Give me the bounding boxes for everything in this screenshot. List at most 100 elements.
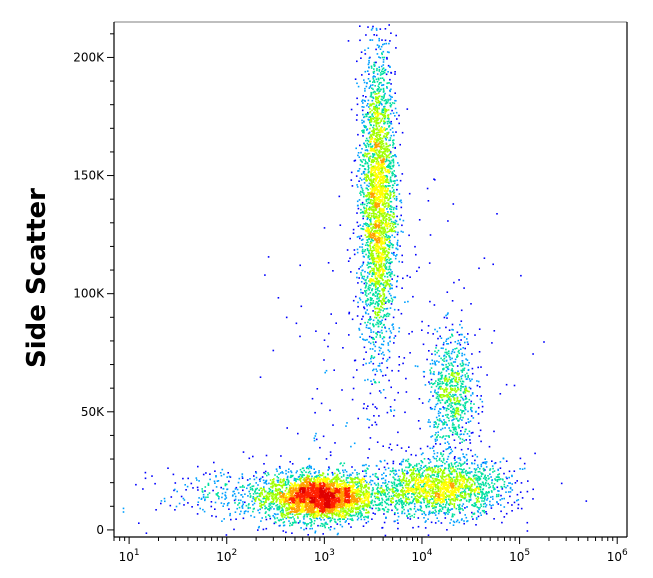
event-point [261,489,263,492]
event-point [379,142,382,145]
event-point [468,476,470,478]
event-point [347,514,350,517]
event-point [381,326,383,329]
event-point [428,381,430,383]
event-point [385,214,387,216]
event-point [351,318,354,321]
event-point [390,501,393,504]
event-point [409,518,412,520]
event-point [461,360,464,362]
event-point [384,302,387,304]
event-point [415,510,417,513]
event-point [376,333,378,336]
event-point [433,457,436,460]
event-point [520,274,522,277]
event-point [458,462,461,464]
event-point [437,337,439,340]
event-point [368,167,370,169]
event-point [498,478,500,481]
event-point [469,472,471,475]
event-point [461,411,463,414]
event-point [383,459,386,462]
event-point [459,503,461,506]
event-point [464,390,467,392]
event-point [336,468,338,471]
event-point [442,470,444,473]
event-point [363,358,365,360]
event-point [386,166,388,168]
event-point [478,483,480,485]
event-point [403,476,405,479]
event-point [426,499,429,501]
event-point [406,501,409,504]
event-point [461,495,464,497]
event-point [471,393,474,395]
event-point [431,505,434,507]
event-point [180,495,183,498]
event-point [399,218,401,221]
event-point [352,387,355,390]
event-point [516,499,518,502]
event-point [308,475,311,477]
event-point [366,249,369,252]
event-point [314,530,317,533]
event-point [402,458,405,461]
event-point [383,122,385,125]
event-point [285,472,287,475]
event-point [396,444,399,446]
event-point [388,245,390,247]
event-point [245,510,247,512]
event-point [394,478,396,481]
event-point [366,304,368,307]
event-point [392,498,394,500]
event-point [383,232,386,234]
event-point [461,354,463,357]
event-point [369,136,371,138]
event-point [218,496,220,498]
event-point [394,296,397,299]
event-point [448,355,451,358]
event-point [447,507,449,509]
event-point [464,507,466,509]
event-point [454,459,456,461]
event-point [364,339,367,341]
event-point [215,494,218,496]
event-point [478,351,481,353]
event-point [167,467,169,469]
event-point [288,487,291,489]
event-point [356,369,358,371]
event-point [342,469,344,472]
event-point [408,464,411,466]
event-point [263,482,266,484]
event-point [386,411,389,414]
event-point [375,128,378,130]
event-point [443,391,446,393]
event-point [453,463,456,465]
event-point [350,445,352,448]
event-point [377,46,380,49]
event-point [472,513,474,515]
event-point [433,178,435,180]
event-point [400,499,402,502]
event-point [436,393,439,396]
event-point [444,462,446,465]
event-point [439,335,441,338]
event-point [256,487,258,490]
event-point [402,506,405,508]
event-point [445,370,448,372]
event-point [387,508,389,511]
event-point [453,409,456,411]
event-point [379,57,382,59]
event-point [224,498,226,500]
event-point [374,406,377,408]
event-point [503,485,506,488]
event-point [357,225,360,227]
event-point [513,470,516,472]
event-point [364,159,366,161]
event-point [393,197,396,200]
event-point [409,475,411,477]
event-point [372,88,374,90]
event-point [523,462,526,465]
event-point [323,524,325,526]
event-point [455,384,458,387]
